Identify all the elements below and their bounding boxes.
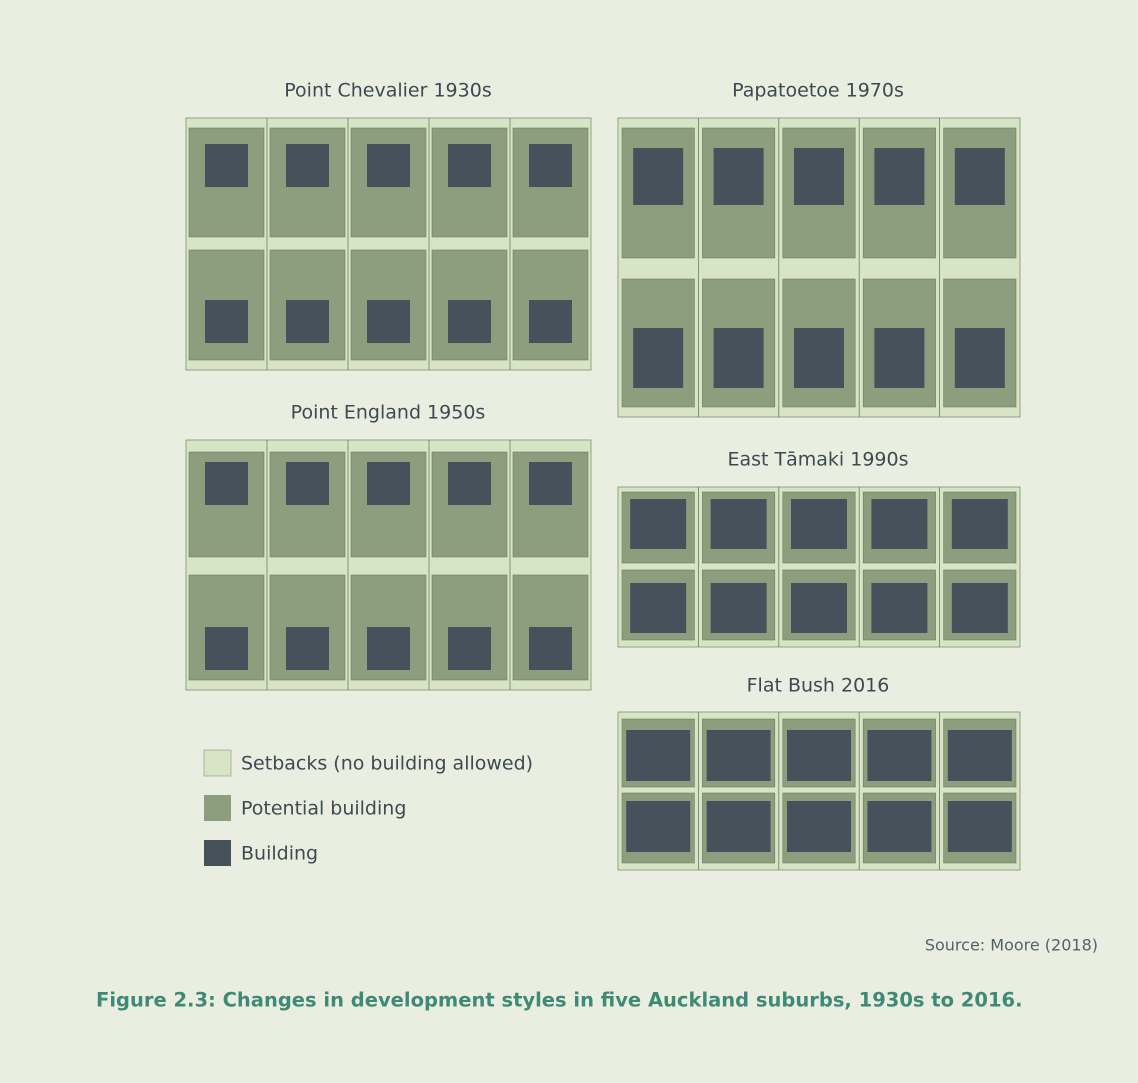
building (706, 801, 771, 852)
building (630, 499, 687, 549)
building (448, 300, 491, 343)
building (286, 462, 329, 505)
building (954, 328, 1005, 388)
building (947, 730, 1012, 781)
panel-title: Flat Bush 2016 (747, 675, 890, 697)
building (626, 730, 691, 781)
building (710, 499, 767, 549)
building (874, 148, 925, 205)
building (367, 627, 410, 670)
building (787, 730, 851, 781)
building (710, 583, 767, 633)
building (529, 627, 572, 670)
building (448, 144, 491, 187)
building (286, 627, 329, 670)
building (954, 148, 1005, 205)
legend-swatch (204, 840, 231, 866)
legend-swatch (203, 749, 232, 777)
caption: Figure 2.3: Changes in development style… (96, 989, 1023, 1012)
building (867, 730, 932, 781)
building (367, 300, 410, 343)
diagrams (185, 117, 1021, 871)
building (529, 300, 572, 343)
building (874, 328, 925, 388)
building (787, 801, 851, 852)
building (367, 144, 410, 187)
building (633, 148, 684, 205)
building (205, 627, 248, 670)
building (630, 583, 687, 633)
source: Source: Moore (2018) (925, 936, 1098, 955)
panel-title: Point England 1950s (291, 402, 486, 424)
building (286, 300, 329, 343)
building (529, 144, 572, 187)
panel-title: Papatoetoe 1970s (732, 80, 904, 102)
building (794, 148, 844, 205)
building (205, 462, 248, 505)
building (448, 627, 491, 670)
panel-title: East Tāmaki 1990s (727, 449, 908, 471)
panel-title: Point Chevalier 1930s (284, 80, 491, 102)
building (448, 462, 491, 505)
building (626, 801, 691, 852)
legend-label: Setbacks (no building allowed) (241, 753, 533, 775)
building (286, 144, 329, 187)
building (871, 499, 928, 549)
building (947, 801, 1012, 852)
building (951, 583, 1008, 633)
building (871, 583, 928, 633)
building (367, 462, 410, 505)
building (713, 328, 764, 388)
building (205, 144, 248, 187)
building (791, 583, 847, 633)
building (713, 148, 764, 205)
legend-label: Potential building (241, 798, 406, 820)
building (633, 328, 684, 388)
building (529, 462, 572, 505)
building (951, 499, 1008, 549)
building (867, 801, 932, 852)
building (706, 730, 771, 781)
building (791, 499, 847, 549)
building (794, 328, 844, 388)
legend-swatch (204, 795, 231, 821)
building (205, 300, 248, 343)
legend-label: Building (241, 843, 318, 865)
